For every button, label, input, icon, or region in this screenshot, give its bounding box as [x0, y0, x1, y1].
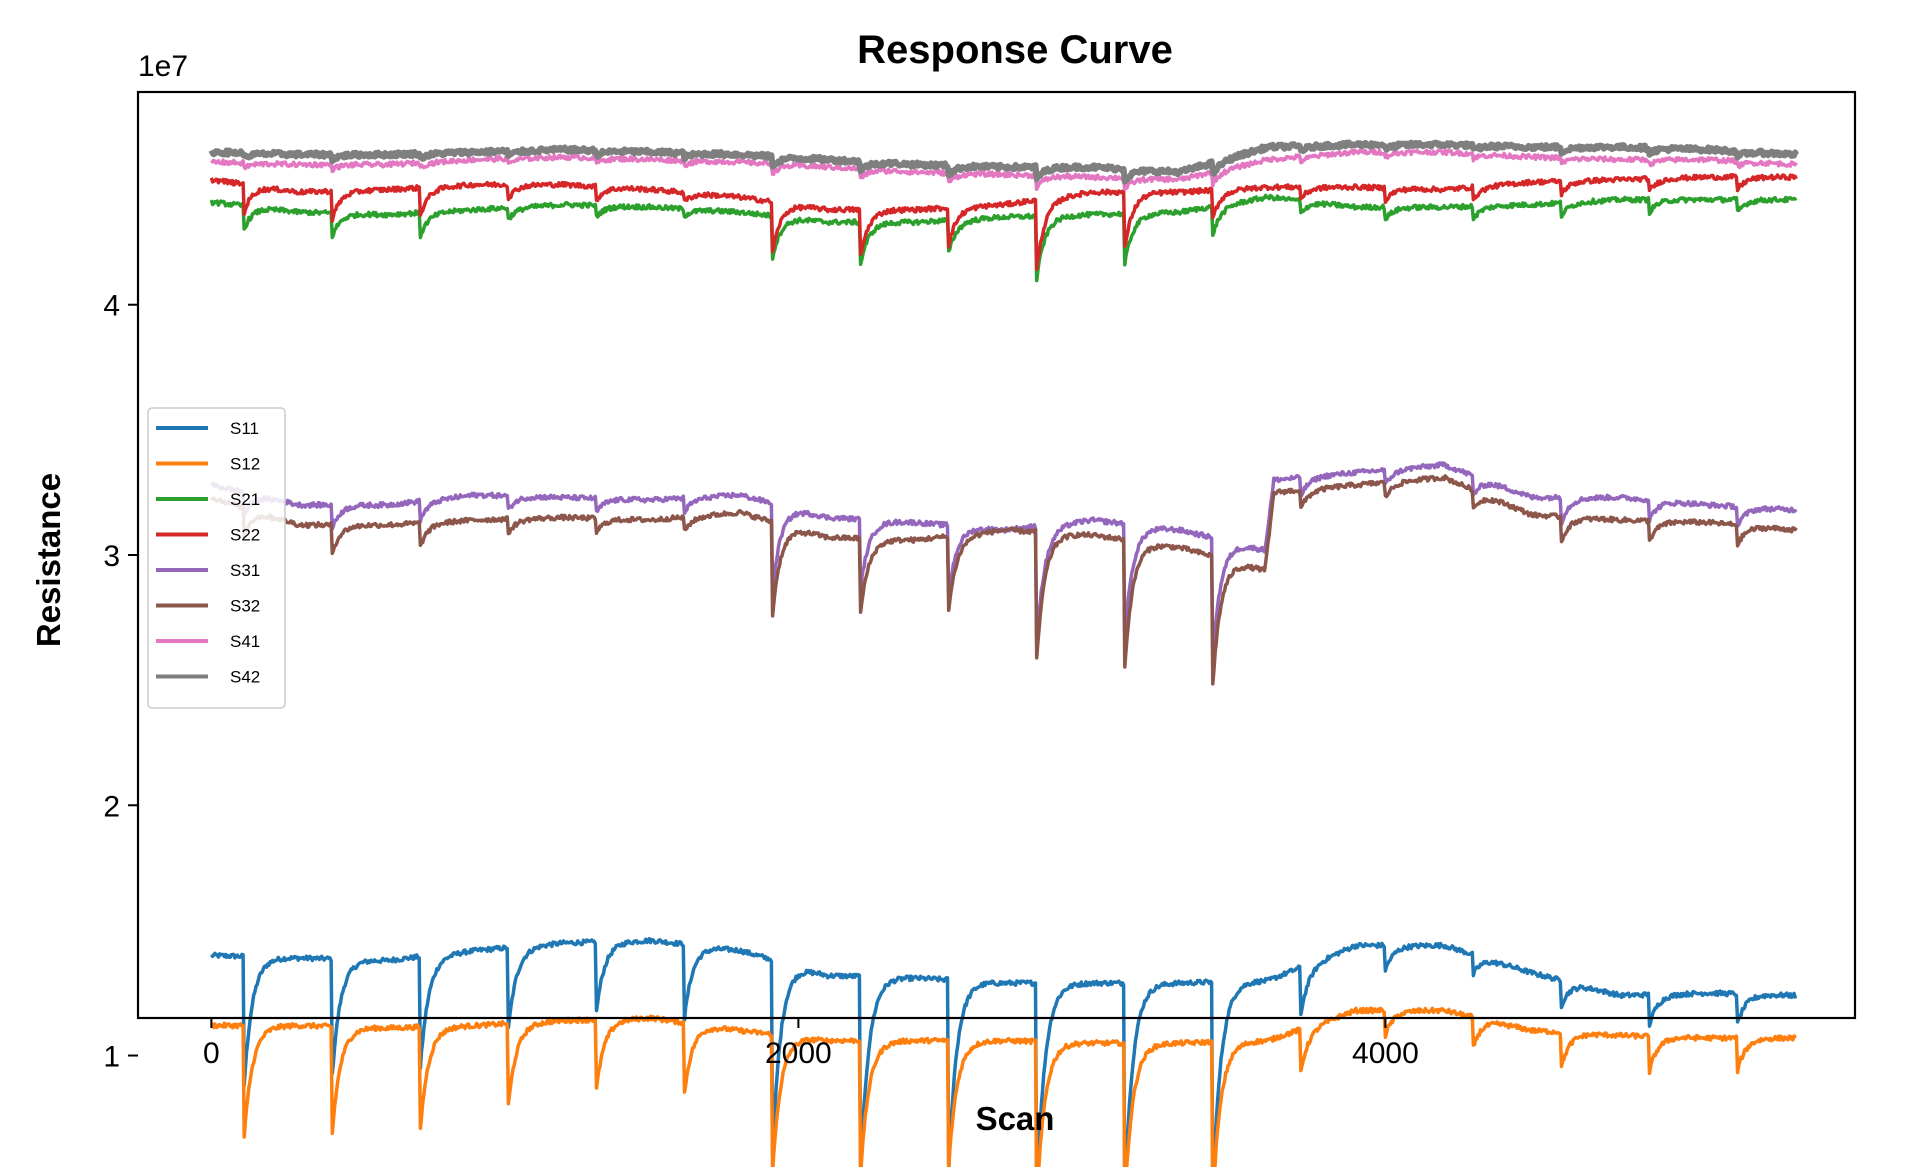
series-line-s11 — [210, 936, 1798, 1167]
chart-title: Response Curve — [857, 28, 1173, 72]
series-line-s41 — [210, 148, 1798, 192]
x-axis-ticks: 0 2000 4000 — [203, 1018, 1419, 1070]
y-tick-label: 4 — [103, 290, 120, 323]
legend-label: S11 — [230, 419, 259, 438]
y-axis-offset-label: 1e7 — [138, 50, 188, 83]
series-line-s21 — [209, 193, 1798, 283]
legend-label: S12 — [230, 455, 260, 474]
series-line-s12 — [210, 1006, 1797, 1167]
x-tick-label: 4000 — [1352, 1037, 1419, 1070]
legend-box — [147, 407, 286, 709]
series-layer — [208, 139, 1799, 1167]
x-tick-label: 2000 — [765, 1037, 832, 1070]
legend-label: S22 — [230, 526, 260, 545]
legend-label: S32 — [230, 597, 260, 616]
x-tick-label: 0 — [203, 1037, 220, 1070]
y-axis-ticks: 1 2 3 4 — [103, 290, 138, 1074]
x-axis-title: Scan — [976, 1100, 1055, 1137]
series-line-s42 — [208, 139, 1799, 185]
y-axis-title: Resistance — [30, 473, 67, 647]
series-line-s32 — [209, 474, 1798, 686]
y-tick-label: 1 — [103, 1041, 120, 1074]
legend-label: S41 — [230, 632, 260, 651]
legend: S11 S12 S21 S22 S31 S32 S41 S42 — [147, 407, 286, 709]
series-line-s22 — [209, 173, 1798, 271]
y-tick-label: 3 — [103, 540, 120, 573]
legend-label: S31 — [230, 561, 260, 580]
legend-label: S21 — [230, 490, 260, 509]
legend-label: S42 — [230, 668, 260, 687]
y-tick-label: 2 — [103, 790, 120, 823]
